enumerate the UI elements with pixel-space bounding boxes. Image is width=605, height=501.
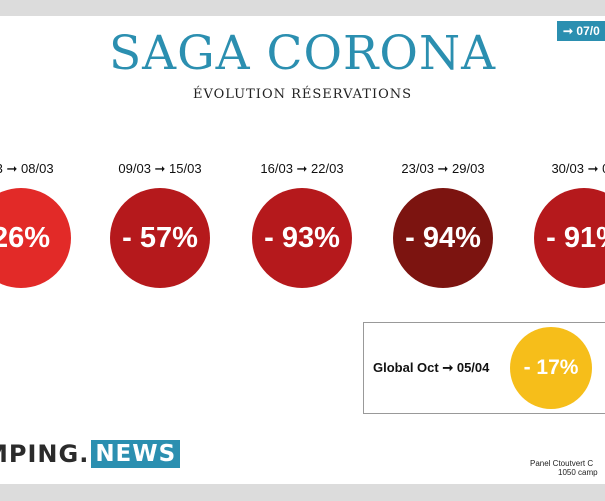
logo-text-camping: MPING. — [0, 440, 90, 468]
bottom-frame-bar — [0, 484, 605, 501]
global-bubble: - 17% — [510, 327, 592, 409]
logo-text-news: NEWS — [91, 440, 181, 468]
panel-note-line1: Panel Ctoutvert C — [530, 459, 594, 468]
top-frame-bar — [0, 0, 605, 16]
camping-news-logo: MPING. NEWS — [0, 440, 181, 468]
week-label: 09/03 ➞ 15/03 — [118, 161, 202, 176]
global-label: Global Oct ➞ 05/04 — [373, 360, 490, 375]
week-label: 23/03 ➞ 29/03 — [401, 161, 485, 176]
page-title: SAGA CORONA — [108, 26, 497, 81]
week-label: 16/03 ➞ 22/03 — [260, 161, 344, 176]
date-badge: ➞ 07/0 — [557, 21, 605, 41]
week-value-bubble: - 91% — [534, 188, 605, 288]
page-subtitle: ÉVOLUTION RÉSERVATIONS — [192, 87, 413, 102]
week-label: 03 ➞ 08/03 — [0, 161, 54, 176]
week-value-bubble: - 57% — [110, 188, 210, 288]
week-value-bubble: 26% — [0, 188, 71, 288]
week-value-bubble: - 94% — [393, 188, 493, 288]
panel-note-line2: 1050 camp — [558, 468, 598, 477]
panel-note: Panel Ctoutvert C 1050 camp — [530, 459, 605, 477]
week-value-bubble: - 93% — [252, 188, 352, 288]
week-label: 30/03 ➞ 05 — [551, 161, 605, 176]
